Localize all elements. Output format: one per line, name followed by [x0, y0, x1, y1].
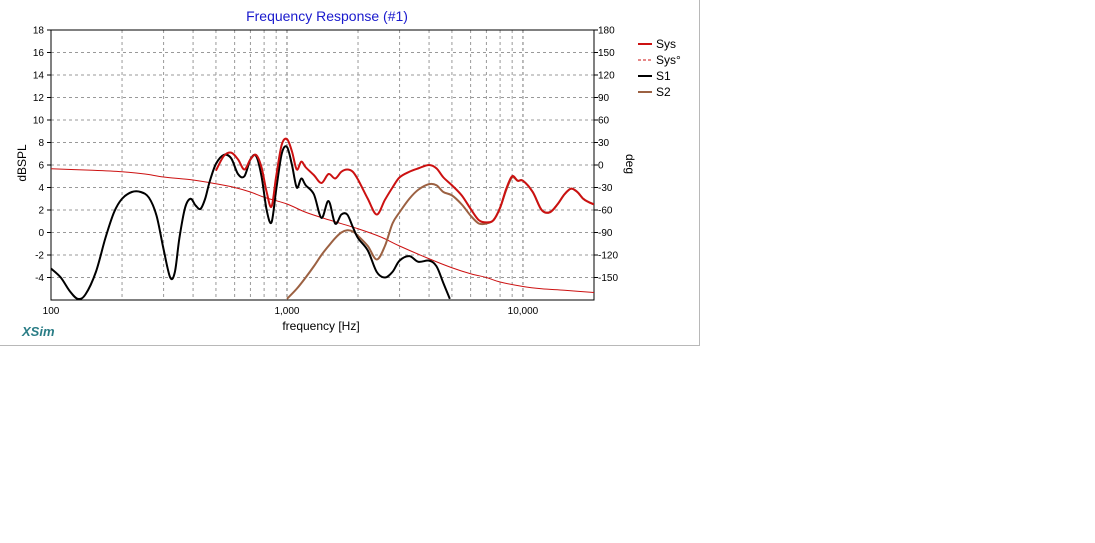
y-tick-label: 14 [33, 71, 45, 82]
y2-tick-label: 90 [598, 93, 610, 104]
y2-axis-label: deg [623, 154, 637, 174]
x-tick-label: 100 [43, 306, 60, 317]
chart-panel: -4 -2 0 2 4 6 8 10 12 14 16 18 -150 -120 -90 -60 -30 0 30 6… [0, 0, 700, 346]
chart-title: Frequency Response (#1) [246, 8, 408, 24]
y2-tick-label: -30 [598, 183, 613, 194]
y2-tick-label: -60 [598, 206, 613, 217]
y2-tick-label: -150 [598, 273, 618, 284]
y-tick-label: 6 [38, 161, 44, 172]
legend-label: S2 [656, 85, 671, 99]
y-tick-label: 18 [33, 26, 45, 37]
y-tick-label: 12 [33, 93, 45, 104]
x-tick-label: 10,000 [508, 306, 539, 317]
series-layer [51, 137, 594, 300]
series-s2-line [286, 176, 594, 300]
y-tick-label: -2 [35, 251, 44, 262]
legend: Sys Sys° S1 S2 [638, 37, 681, 99]
y2-tick-label: -120 [598, 251, 618, 262]
frequency-response-chart: -4 -2 0 2 4 6 8 10 12 14 16 18 -150 -120 -90 -60 -30 0 30 6… [15, 8, 681, 339]
y-tick-label: 16 [33, 48, 45, 59]
x-axis-label: frequency [Hz] [282, 319, 359, 333]
y2-tick-label: -90 [598, 228, 613, 239]
legend-label: Sys° [656, 53, 681, 67]
y2-tick-label: 60 [598, 116, 610, 127]
legend-label: Sys [656, 37, 676, 51]
tick-labels: -4 -2 0 2 4 6 8 10 12 14 16 18 -150 -120 -90 -60 -30 0 30 6… [33, 26, 619, 318]
y-tick-label: 0 [38, 228, 44, 239]
x-tick-label: 1,000 [274, 306, 299, 317]
y2-tick-label: 180 [598, 26, 615, 37]
y-tick-label: 8 [38, 138, 44, 149]
xsim-brand-logo: XSim [21, 324, 55, 339]
y2-tick-label: 120 [598, 71, 615, 82]
series-sys-line [215, 137, 594, 224]
grid [51, 30, 594, 300]
legend-label: S1 [656, 69, 671, 83]
y-tick-label: 10 [33, 116, 45, 127]
y-tick-label: -4 [35, 273, 44, 284]
y-tick-label: 2 [38, 206, 44, 217]
y-axis-label: dBSPL [15, 144, 29, 182]
series-sys-phase-line [51, 168, 594, 293]
y2-tick-label: 0 [598, 161, 604, 172]
y2-tick-label: 150 [598, 48, 615, 59]
y2-tick-label: 30 [598, 138, 610, 149]
y-tick-label: 4 [38, 183, 44, 194]
